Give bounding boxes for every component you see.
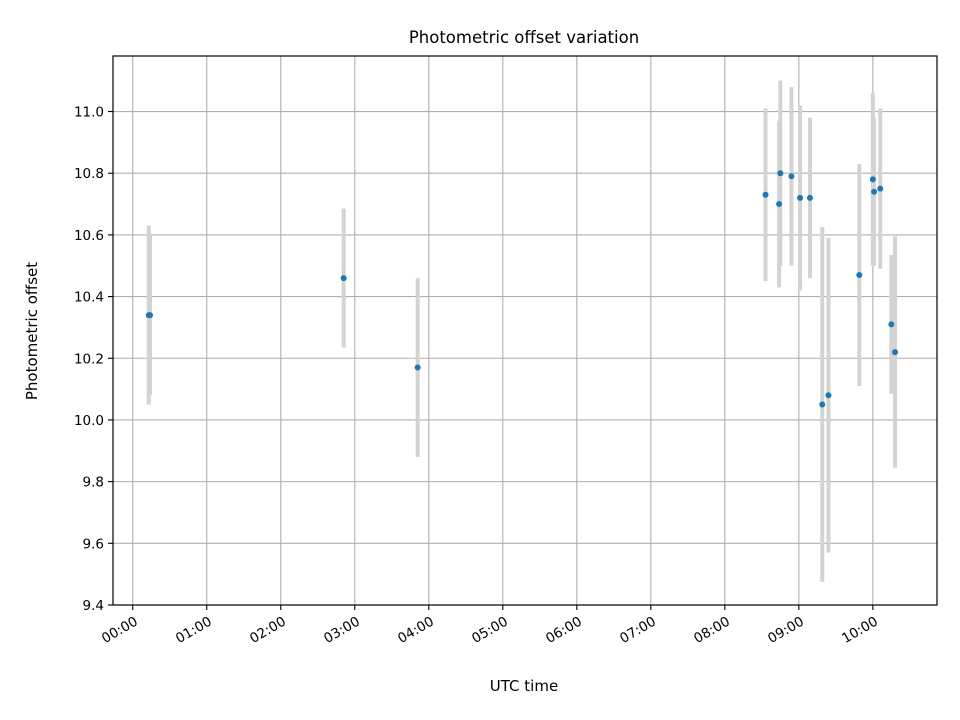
- y-tick-label: 11.0: [74, 105, 104, 121]
- data-point: [147, 312, 154, 319]
- data-point: [869, 176, 876, 183]
- data-point: [340, 275, 347, 282]
- y-tick-label: 9.4: [83, 598, 104, 614]
- y-tick-label: 10.4: [74, 290, 104, 306]
- y-tick-label: 9.6: [83, 536, 104, 552]
- y-tick-label: 10.2: [74, 351, 104, 367]
- x-tick-label: 08:00: [691, 614, 733, 647]
- x-tick-label: 06:00: [543, 614, 585, 647]
- y-axis-label: Photometric offset: [23, 262, 41, 400]
- data-point: [825, 392, 832, 399]
- data-point: [788, 173, 795, 180]
- grid: [113, 56, 937, 606]
- x-axis-ticks: 00:00 01:00 02:00 03:00 04:00 05:00 06:00 07:00…: [99, 605, 881, 647]
- y-axis-ticks: 9.4 9.6 9.8 10.0 10.2 10.4 10.6 10.8 11.0: [74, 105, 113, 614]
- y-tick-label: 9.8: [83, 475, 104, 491]
- y-tick-label: 10.8: [74, 166, 104, 182]
- data-point: [797, 194, 804, 201]
- plot-frame: [112, 55, 938, 606]
- x-tick-label: 00:00: [99, 614, 141, 647]
- data-point: [892, 349, 899, 356]
- data-point: [776, 201, 783, 208]
- y-tick-label: 10.6: [74, 228, 104, 244]
- data-point: [888, 321, 895, 328]
- data-point: [762, 191, 769, 198]
- data-point: [414, 364, 421, 371]
- data-point: [856, 271, 863, 278]
- error-bars: [146, 80, 898, 582]
- data-point: [806, 194, 813, 201]
- data-point: [877, 185, 884, 192]
- x-tick-label: 04:00: [395, 614, 437, 647]
- x-tick-label: 01:00: [173, 614, 215, 647]
- x-axis-label: UTC time: [490, 677, 558, 695]
- x-tick-label: 10:00: [839, 614, 881, 647]
- x-tick-label: 02:00: [247, 614, 289, 647]
- data-point: [871, 188, 878, 195]
- data-point: [777, 170, 784, 177]
- chart-title: Photometric offset variation: [409, 28, 639, 47]
- x-tick-label: 09:00: [765, 614, 807, 647]
- data-point: [819, 401, 826, 408]
- x-tick-label: 03:00: [321, 614, 363, 647]
- x-tick-label: 07:00: [617, 614, 659, 647]
- data-points: [145, 170, 899, 408]
- y-tick-label: 10.0: [74, 413, 104, 429]
- x-tick-label: 05:00: [469, 614, 511, 647]
